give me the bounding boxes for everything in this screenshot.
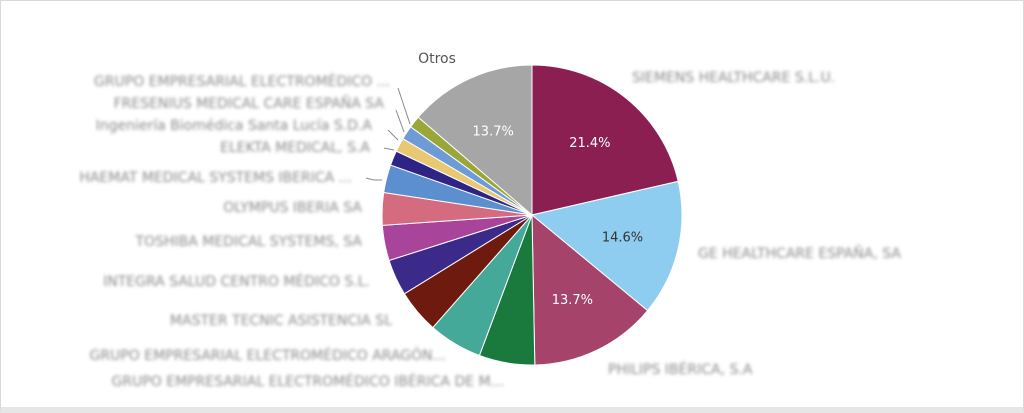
pie-slice[interactable] (531, 64, 679, 216)
slice-category-label: SIEMENS HEALTHCARE S.L.U. (632, 70, 835, 86)
slice-category-label: OLYMPUS IBERIA SA (223, 200, 362, 216)
leader-line (397, 87, 411, 125)
slice-category-label: GRUPO EMPRESARIAL ELECTROMÉDICO ARAGÓN..… (90, 346, 447, 364)
slice-category-label: GRUPO EMPRESARIAL ELECTROMÉDICO ... (94, 73, 390, 90)
slice-percent-label: 13.7% (552, 293, 593, 308)
slice-category-label: ELEKTA MEDICAL, S.A (220, 140, 370, 156)
slice-category-label: TOSHIBA MEDICAL SYSTEMS, SA (135, 234, 363, 250)
slice-category-label: Otros (418, 51, 456, 67)
slice-percent-label: 21.4% (569, 136, 610, 151)
leader-line (365, 177, 382, 181)
pie-slice[interactable] (531, 213, 649, 366)
slice-category-label: GE HEALTHCARE ESPAÑA, SA (698, 245, 901, 262)
slice-category-label: GRUPO EMPRESARIAL ELECTROMÉDICO IBÉRICA … (112, 373, 504, 390)
slice-category-label: HAEMAT MEDICAL SYSTEMS IBERICA ... (79, 170, 352, 186)
slice-category-label: Ingeniería Biomédica Santa Lucía S.D.A (96, 118, 373, 134)
leader-line (395, 109, 405, 133)
leader-line (387, 129, 399, 141)
slice-percent-label: 13.7% (473, 125, 514, 140)
slice-category-label: MASTER TECNIC ASISTENCIA SL (170, 313, 392, 329)
pie-slice[interactable] (417, 64, 533, 217)
slice-category-label: FRESENIUS MEDICAL CARE ESPAÑA SA (114, 95, 385, 112)
slice-category-label: PHILIPS IBÉRICA, S.A (608, 361, 753, 378)
pie-slice[interactable] (530, 180, 683, 312)
slice-category-label: INTEGRA SALUD CENTRO MÉDICO S.L. (103, 273, 370, 290)
slice-percent-label: 14.6% (602, 230, 643, 245)
leader-line (383, 147, 395, 151)
